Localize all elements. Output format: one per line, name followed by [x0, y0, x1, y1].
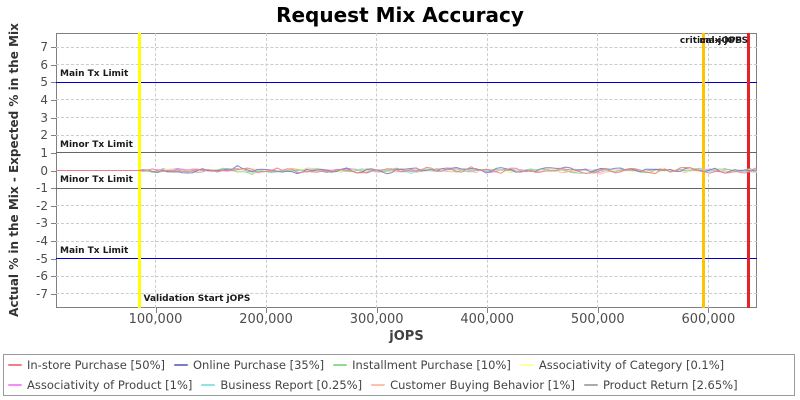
y-tick-label: -3 [36, 216, 48, 231]
y-tick-mark [51, 152, 56, 154]
legend-row: Associativity of Product [1%] Business Re… [4, 375, 794, 394]
y-tick-label: 2 [40, 128, 48, 143]
y-tick-mark [51, 241, 56, 242]
y-tick-mark [51, 170, 56, 172]
y-tick-label: 1 [40, 145, 48, 160]
legend-item: Installment Purchase [10%] [333, 358, 511, 372]
y-tick-label: 0 [40, 163, 48, 178]
legend-swatch [519, 364, 534, 367]
x-tick-label: 600,000 [681, 312, 736, 327]
y-tick-label: 3 [40, 110, 48, 125]
y-tick-mark [51, 64, 56, 66]
limit-line [56, 152, 757, 154]
legend-item: Customer Buying Behavior [1%] [371, 378, 575, 392]
y-tick-label: 4 [40, 92, 48, 107]
legend-label: Online Purchase [35%] [192, 358, 325, 373]
marker-label: critical-jOPS [679, 36, 743, 46]
legend-swatch [333, 364, 348, 367]
limit-line-label: Minor Tx Limit [60, 139, 133, 150]
x-tick-label: 100,000 [128, 312, 183, 327]
x-tick-label: 400,000 [460, 312, 515, 327]
legend-item: Product Return [2.65%] [583, 377, 738, 392]
y-tick-mark [51, 293, 56, 295]
y-tick-label: 5 [40, 75, 48, 90]
legend-swatch [173, 364, 188, 367]
y-tick-label: -7 [36, 286, 48, 301]
legend-label: Installment Purchase [10%] [352, 358, 511, 373]
y-gridline [56, 99, 757, 101]
series-line [56, 168, 757, 173]
series-line [56, 166, 757, 175]
y-gridline [56, 46, 757, 48]
y-gridline [56, 240, 757, 242]
y-gridline [56, 64, 757, 66]
y-tick-mark [51, 117, 56, 119]
x-tick-mark [487, 308, 489, 313]
y-tick-mark [51, 258, 56, 260]
y-tick-mark [51, 47, 56, 49]
y-gridline [56, 205, 757, 207]
data-series-layer [56, 165, 757, 175]
y-gridline [56, 275, 757, 277]
y-tick-mark [51, 276, 56, 278]
legend-swatch [201, 383, 216, 386]
legend-swatch [8, 383, 22, 386]
x-tick-label: 500,000 [570, 312, 625, 327]
series-line [56, 165, 757, 175]
y-tick-label: 7 [40, 40, 48, 55]
x-gridline [265, 33, 267, 308]
legend-swatch [8, 364, 22, 367]
marker-label: Validation Start jOPS [143, 294, 251, 304]
y-tick-label: -2 [36, 198, 48, 213]
x-tick-mark [376, 308, 378, 313]
legend-label: Customer Buying Behavior [1%] [390, 377, 575, 392]
x-tick-mark [155, 308, 157, 313]
x-axis-title: jOPS [389, 329, 424, 344]
legend-item: Associativity of Category [0.1%] [519, 358, 725, 373]
y-tick-label: -6 [36, 269, 48, 284]
x-tick-mark [266, 308, 268, 313]
x-tick-mark [597, 308, 599, 313]
y-gridline [56, 293, 757, 295]
limit-line-label: Main Tx Limit [60, 69, 129, 80]
limit-line [56, 258, 757, 260]
legend-label: Product Return [2.65%] [602, 377, 738, 392]
legend-swatch [583, 383, 598, 386]
legend: In-store Purchase [50%] Online Purchase [… [3, 354, 795, 396]
legend-item: Associativity of Product [1%] [8, 378, 192, 392]
y-tick-label: -1 [36, 181, 48, 196]
y-tick-mark [51, 188, 56, 190]
y-tick-mark [51, 205, 56, 207]
legend-item: Business Report [0.25%] [201, 378, 362, 392]
marker-label: max-jOPS [699, 36, 749, 46]
y-tick-label: 6 [40, 57, 48, 72]
legend-label: Associativity of Product [1%] [27, 377, 193, 392]
x-tick-label: 300,000 [349, 312, 404, 327]
y-tick-label: -5 [36, 251, 48, 266]
y-gridline [56, 134, 757, 136]
y-tick-mark [51, 99, 56, 101]
y-gridline [56, 222, 757, 224]
legend-label: In-store Purchase [50%] [27, 358, 165, 373]
limit-line-label: Minor Tx Limit [60, 175, 133, 186]
y-tick-mark [51, 223, 56, 225]
legend-row: In-store Purchase [50%] Online Purchase [… [4, 356, 794, 375]
x-tick-label: 200,000 [239, 312, 293, 327]
y-tick-label: -4 [36, 234, 48, 248]
y-tick-mark [51, 135, 56, 137]
limit-line [56, 187, 757, 189]
x-tick-mark [708, 308, 710, 313]
legend-item: In-store Purchase [50%] [8, 358, 165, 372]
chart-title: Request Mix Accuracy [276, 3, 524, 27]
legend-item: Online Purchase [35%] [173, 358, 325, 373]
legend-label: Associativity of Category [0.1%] [538, 358, 725, 373]
y-tick-mark [51, 82, 56, 84]
limit-line [56, 81, 757, 83]
legend-label: Business Report [0.25%] [220, 377, 363, 392]
limit-line-label: Main Tx Limit [60, 245, 129, 256]
y-gridline [56, 117, 757, 119]
legend-swatch [371, 383, 386, 386]
